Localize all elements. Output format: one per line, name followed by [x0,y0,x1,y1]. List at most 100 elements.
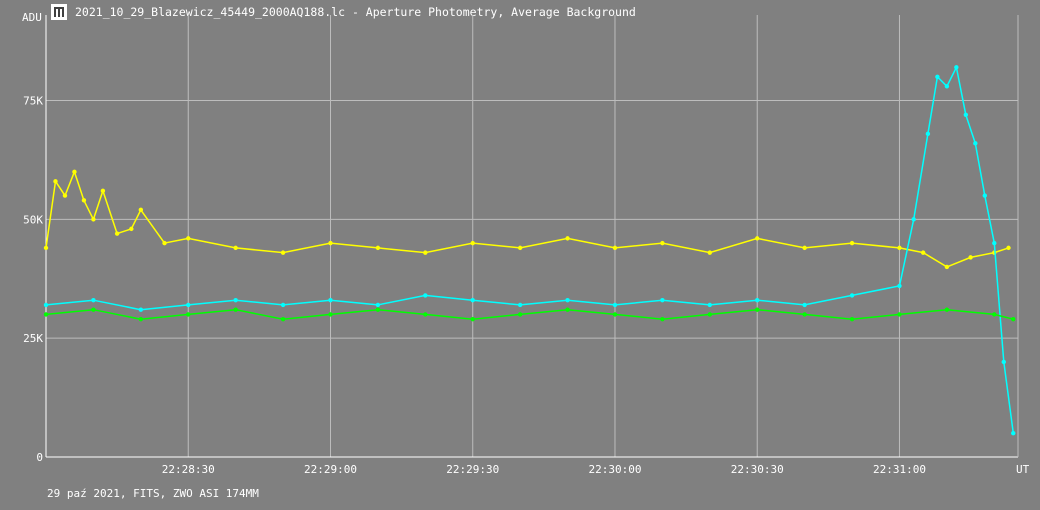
chart-tick-labels: 0 25K 50K 75K 22:28:30 22:29:00 22:29:30 22:30:… [23,95,926,476]
data-point [707,312,713,317]
data-point [963,112,969,118]
data-point [233,297,238,303]
data-point [129,226,134,232]
x-tick-label: 22:30:30 [731,463,784,476]
data-point [612,245,618,251]
y-tick-label: 75K [23,95,43,108]
data-point [375,302,381,308]
data-point [1011,431,1016,436]
data-point [612,302,618,308]
data-point [328,312,333,317]
x-axis-label: UT [1016,463,1030,476]
chart-grid [46,15,1018,457]
data-point [470,240,475,246]
data-point [849,316,855,322]
chart-series [43,65,1016,436]
data-point [660,316,665,322]
data-point [186,236,191,241]
data-point [849,293,855,298]
data-point [935,74,940,79]
data-point [755,236,760,241]
data-point [565,297,570,303]
data-point [1006,245,1011,251]
series-line [45,65,1015,434]
data-point [233,307,238,312]
data-point [100,188,106,194]
data-point [1001,359,1006,365]
data-point [565,236,570,241]
data-point [755,297,760,303]
data-point [612,312,618,317]
data-point [517,245,523,251]
data-point [944,264,950,270]
data-point [802,312,807,317]
data-point [81,198,87,203]
chart-axes [45,15,1019,458]
data-point [186,302,191,308]
y-tick-label: 25K [23,332,43,345]
series-line [45,169,1009,268]
data-point [802,245,807,251]
data-point [802,302,807,308]
data-point [897,245,902,251]
data-point [72,169,77,175]
data-point [954,65,959,70]
series-line [45,308,1014,320]
x-tick-label: 22:31:00 [873,463,926,476]
data-point [849,240,855,246]
series-2 [43,307,1016,322]
data-point [423,250,428,255]
data-point [91,217,96,222]
series-0 [43,169,1011,270]
light-curve-app-icon[interactable] [51,4,67,20]
data-point [138,316,144,322]
data-point [43,245,49,251]
data-point [375,307,381,312]
data-point [375,245,381,251]
y-tick-label: 50K [23,213,43,226]
data-point [517,312,523,317]
data-point [944,307,950,312]
data-point [328,240,333,246]
data-point [280,250,286,255]
data-point [707,250,713,255]
data-point [968,255,973,260]
data-point [423,293,428,298]
data-point [91,307,96,312]
data-point [43,312,49,317]
window-title-bar: 2021_10_29_Blazewicz_45449_2000AQ188.lc … [0,0,1040,24]
data-point [992,240,997,246]
data-point [660,240,665,246]
x-tick-label: 22:29:00 [304,463,357,476]
data-point [897,283,902,289]
data-point [91,297,96,303]
data-point [423,312,428,317]
x-tick-label: 22:29:30 [446,463,499,476]
data-point [280,316,286,322]
data-point [138,207,144,213]
data-point [565,307,570,312]
data-point [517,302,523,308]
data-point [162,240,167,246]
data-point [138,307,144,312]
data-point [470,316,475,322]
data-point [897,312,902,317]
data-point [114,231,120,236]
data-point [944,84,950,89]
data-point [660,297,665,303]
data-point [755,307,760,312]
data-point [925,131,931,137]
data-point [992,312,997,317]
footer-info: 29 paź 2021, FITS, ZWO ASI 174MM [47,487,259,500]
x-tick-label: 22:30:00 [588,463,641,476]
data-point [53,179,58,184]
data-point [233,245,238,251]
x-tick-label: 22:28:30 [162,463,215,476]
data-point [43,302,49,308]
data-point [911,217,916,222]
series-1 [43,65,1016,436]
data-point [470,297,475,303]
data-point [62,193,68,198]
data-point [186,312,191,317]
